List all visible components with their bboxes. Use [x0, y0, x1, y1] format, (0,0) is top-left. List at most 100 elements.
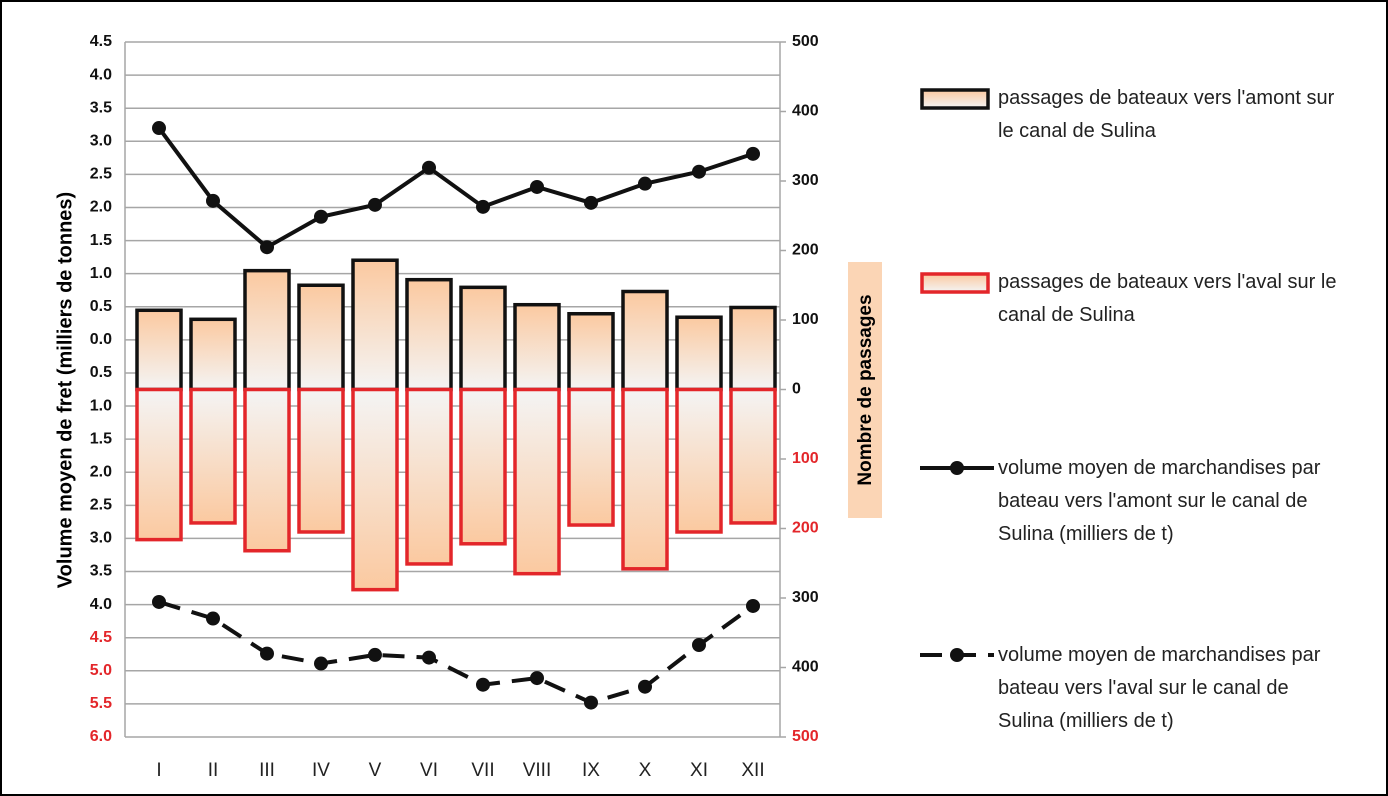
y-tick-label: 2.5 — [90, 497, 112, 514]
y2-tick-label: 300 — [792, 589, 819, 606]
x-tick-label: II — [208, 760, 219, 781]
bar — [135, 387, 183, 542]
bar — [675, 387, 723, 534]
y-tick-label: 0.5 — [90, 298, 112, 315]
marker — [206, 193, 220, 208]
y-tick-label: 3.0 — [90, 530, 112, 547]
x-tick-label: X — [639, 760, 652, 781]
bar — [459, 285, 507, 392]
legend-label: passages de bateaux vers l'aval sur le c… — [998, 271, 1337, 326]
bar — [567, 387, 615, 527]
bar — [243, 268, 291, 392]
marker — [746, 598, 760, 613]
y2-axis-title: Nombre de passages — [855, 294, 876, 485]
y-tick-label: 4.0 — [90, 66, 112, 83]
marker — [692, 164, 706, 179]
marker — [422, 160, 436, 175]
bar — [189, 317, 237, 392]
y-tick-label: 0.5 — [90, 364, 112, 381]
legend-marker — [950, 648, 964, 662]
legend-marker — [950, 461, 964, 475]
marker — [692, 637, 706, 652]
bar — [621, 289, 669, 392]
y-tick-label: 5.5 — [90, 695, 112, 712]
legend-label: volume moyen de marchandises par bateau … — [998, 457, 1321, 545]
marker — [476, 199, 490, 214]
y2-tick-label: 100 — [792, 311, 819, 328]
y-tick-label: 4.5 — [90, 33, 112, 50]
y-tick-label: 2.0 — [90, 463, 112, 480]
x-tick-label: VII — [471, 760, 494, 781]
bar — [297, 283, 345, 392]
marker — [152, 121, 166, 136]
bar — [189, 387, 237, 525]
y-tick-label: 3.5 — [90, 99, 112, 116]
x-tick-label: III — [259, 760, 275, 781]
y-tick-label: 2.0 — [90, 199, 112, 216]
bar — [459, 387, 507, 546]
y-tick-label: 2.5 — [90, 166, 112, 183]
marker — [746, 146, 760, 161]
y-tick-label: 1.5 — [90, 430, 112, 447]
y2-tick-label: 300 — [792, 172, 819, 189]
marker — [422, 650, 436, 665]
marker — [314, 209, 328, 224]
y-tick-label: 4.5 — [90, 629, 112, 646]
legend-label: passages de bateaux vers l'amont sur le … — [998, 87, 1335, 142]
y-tick-label: 3.5 — [90, 563, 112, 580]
marker — [530, 179, 544, 194]
legend-label: volume moyen de marchandises par bateau … — [998, 644, 1321, 732]
bar — [729, 387, 777, 525]
marker — [638, 679, 652, 694]
legend-swatch — [920, 88, 990, 110]
y-axis-title: Volume moyen de fret (milliers de tonnes… — [54, 192, 76, 588]
y2-tick-label: 500 — [792, 728, 819, 745]
y2-tick-label: 500 — [792, 33, 819, 50]
y2-tick-label: 100 — [792, 450, 819, 467]
y2-tick-label: 200 — [792, 242, 819, 259]
bar — [297, 387, 345, 534]
y2-tick-label: 400 — [792, 103, 819, 120]
y-tick-label: 3.0 — [90, 133, 112, 150]
bar — [243, 387, 291, 553]
marker — [368, 197, 382, 212]
marker — [638, 176, 652, 191]
bar — [567, 311, 615, 392]
marker — [530, 671, 544, 686]
x-tick-label: IV — [312, 760, 330, 781]
legend-swatch — [920, 272, 990, 294]
y-tick-label: 5.0 — [90, 662, 112, 679]
bar — [621, 387, 669, 571]
bar — [135, 308, 183, 392]
line — [157, 126, 754, 250]
y-tick-label: 0.0 — [90, 331, 112, 348]
x-tick-label: IX — [582, 760, 600, 781]
marker — [314, 656, 328, 671]
bar — [405, 387, 453, 566]
bar — [351, 387, 399, 592]
marker — [476, 677, 490, 692]
x-tick-label: XII — [741, 760, 764, 781]
marker — [152, 594, 166, 609]
y-tick-label: 1.0 — [90, 265, 112, 282]
marker — [584, 695, 598, 710]
x-tick-label: I — [156, 760, 161, 781]
y-tick-label: 1.0 — [90, 397, 112, 414]
y2-tick-label: 400 — [792, 659, 819, 676]
x-tick-label: VIII — [523, 760, 552, 781]
marker — [260, 240, 274, 255]
marker — [368, 647, 382, 662]
y2-tick-label: 0 — [792, 381, 801, 398]
bar — [405, 277, 453, 392]
y-tick-label: 1.5 — [90, 232, 112, 249]
bar — [675, 315, 723, 392]
x-tick-label: V — [369, 760, 382, 781]
x-tick-label: VI — [420, 760, 438, 781]
x-tick-label: XI — [690, 760, 708, 781]
y2-tick-label: 200 — [792, 520, 819, 537]
line — [158, 600, 755, 705]
bar — [351, 258, 399, 392]
marker — [260, 646, 274, 661]
